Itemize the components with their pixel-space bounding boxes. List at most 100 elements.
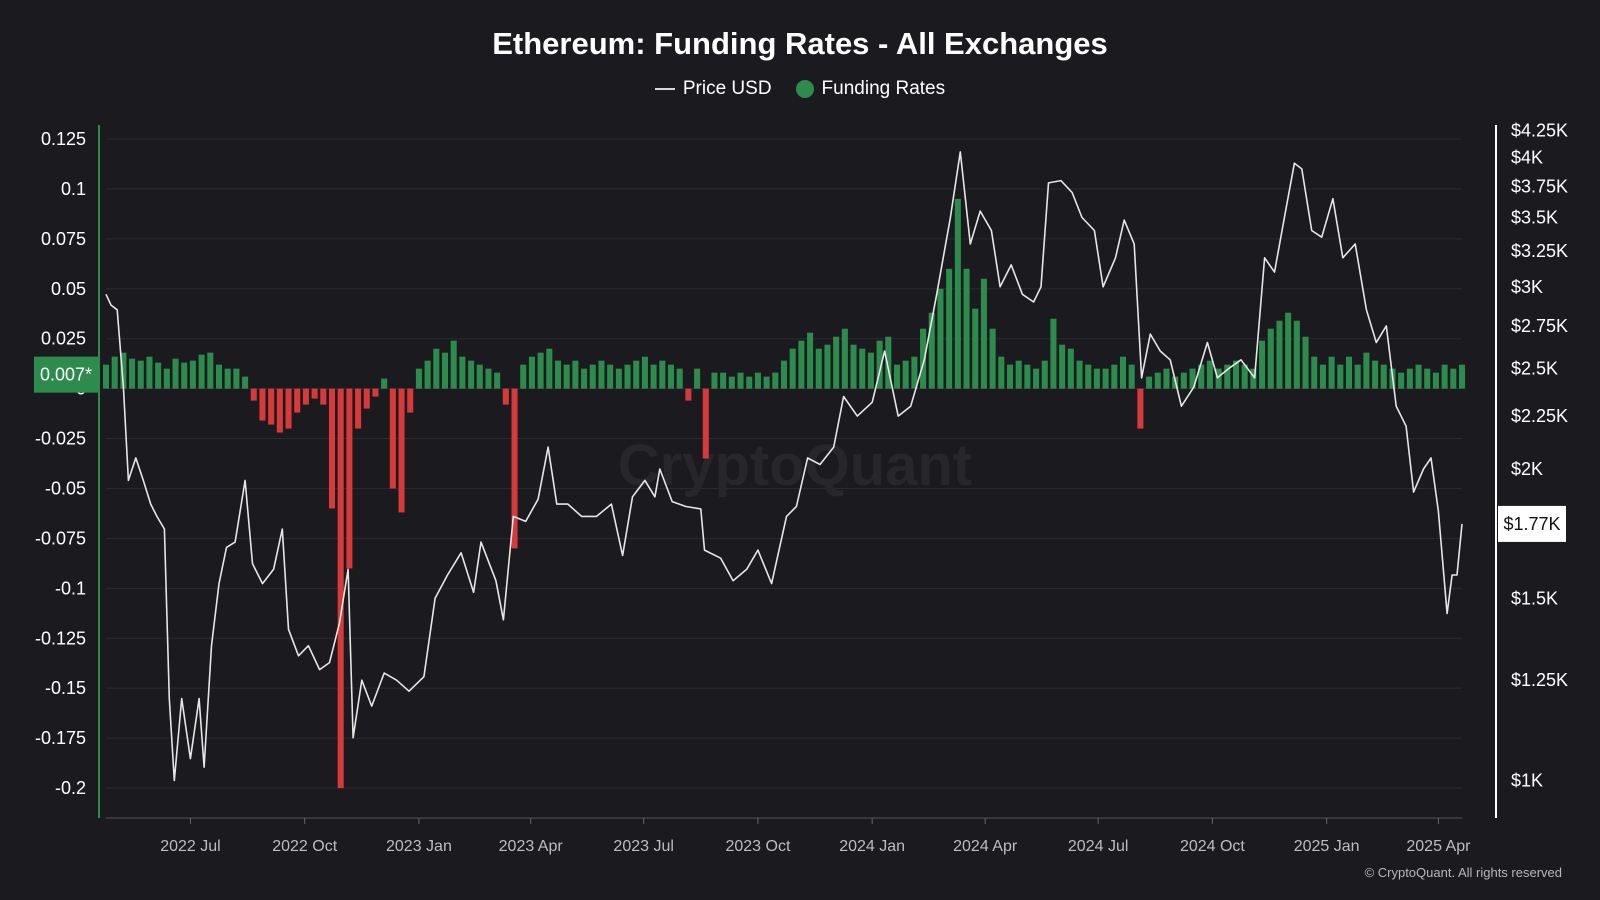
x-tick-label: 2023 Oct: [725, 838, 790, 855]
funding-bar: [641, 356, 648, 389]
funding-bar: [546, 348, 553, 389]
funding-bar: [1250, 368, 1257, 389]
right-tick-label: $3K: [1511, 277, 1543, 297]
funding-bar: [363, 388, 370, 409]
right-tick-label: $2.75K: [1511, 316, 1568, 336]
funding-bar: [807, 332, 814, 389]
funding-bar: [337, 388, 344, 789]
funding-bar: [207, 352, 214, 389]
funding-bar: [302, 388, 309, 405]
left-tick-label: -0.05: [45, 478, 86, 498]
left-tick-label: 0.1: [61, 179, 86, 199]
funding-bar: [746, 376, 753, 389]
funding-bar: [1276, 320, 1283, 389]
funding-bar: [1119, 356, 1127, 389]
axes: [98, 125, 1497, 819]
funding-bar: [624, 364, 631, 389]
funding-bar: [876, 340, 883, 389]
funding-bar: [1137, 388, 1144, 429]
right-tick-label: $1.5K: [1511, 588, 1558, 608]
copyright-notice: © CryptoQuant. All rights reserved: [1364, 865, 1562, 880]
funding-bar: [702, 388, 709, 459]
funding-bar: [181, 362, 188, 389]
funding-bar: [528, 356, 535, 389]
funding-bar: [928, 312, 935, 389]
right-tick-label: $2K: [1511, 459, 1543, 479]
funding-bar: [1111, 364, 1118, 389]
funding-bar: [1328, 356, 1335, 389]
x-tick-label: 2024 Jan: [839, 838, 905, 855]
legend-item-funding[interactable]: Funding Rates: [795, 78, 946, 100]
funding-bar: [215, 364, 223, 389]
funding-bar: [372, 388, 379, 397]
funding-bar: [1354, 364, 1361, 389]
funding-bar: [824, 344, 831, 389]
funding-bar: [537, 352, 544, 389]
funding-bar: [589, 364, 596, 389]
funding-bar: [1189, 368, 1196, 389]
funding-bar: [502, 388, 509, 405]
funding-bar: [650, 364, 657, 389]
funding-bar: [259, 388, 266, 421]
funding-bar: [554, 360, 562, 389]
funding-bar: [1363, 352, 1370, 389]
funding-bar: [1041, 360, 1048, 389]
funding-bar: [1406, 368, 1413, 389]
funding-bar: [954, 198, 961, 389]
funding-dot-swatch: [795, 80, 814, 98]
right-tick-label: $2.25K: [1511, 406, 1568, 426]
funding-bar: [754, 372, 761, 389]
funding-bar: [1380, 364, 1387, 389]
funding-bar: [285, 388, 292, 429]
left-tick-label: -0.025: [35, 429, 86, 449]
funding-bar: [980, 278, 987, 389]
funding-bar: [1267, 328, 1274, 389]
funding-bar: [1102, 368, 1109, 389]
funding-bar: [867, 352, 874, 389]
funding-bar: [120, 352, 127, 389]
funding-bar: [1154, 372, 1161, 389]
right-tick-label: $1K: [1511, 771, 1543, 791]
left-tick-label: -0.075: [35, 528, 86, 548]
legend-item-price[interactable]: Price USD: [654, 78, 772, 100]
funding-bar: [581, 368, 588, 389]
funding-bar: [276, 388, 283, 433]
funding-bar: [294, 388, 301, 413]
funding-bar: [250, 388, 257, 401]
x-tick-label: 2022 Jul: [160, 838, 221, 855]
x-tick-label: 2024 Oct: [1180, 838, 1245, 855]
right-tick-label: $3.25K: [1511, 241, 1568, 261]
funding-bar: [598, 360, 605, 389]
funding-bar: [1458, 364, 1466, 389]
legend-label-funding: Funding Rates: [821, 78, 946, 99]
left-tick-label: -0.125: [35, 628, 86, 648]
funding-bar: [163, 368, 170, 389]
funding-bar: [224, 368, 231, 389]
funding-bar: [494, 372, 501, 389]
price-line: [105, 151, 1463, 782]
funding-bar: [1259, 340, 1266, 389]
funding-bar: [1232, 360, 1240, 389]
legend-label-price: Price USD: [682, 78, 772, 99]
funding-bar: [450, 340, 457, 389]
legend: Price USD Funding Rates: [0, 78, 1600, 100]
funding-bar: [789, 348, 796, 389]
funding-bar: [607, 364, 614, 389]
funding-bar: [137, 360, 144, 389]
funding-bar: [485, 368, 492, 389]
funding-bar: [1033, 368, 1040, 389]
x-tick-label: 2025 Jan: [1294, 838, 1360, 855]
x-tick-label: 2022 Oct: [272, 838, 337, 855]
funding-bar: [798, 340, 805, 389]
funding-bar: [1050, 318, 1057, 389]
funding-bar: [989, 328, 996, 389]
funding-bar: [633, 360, 640, 389]
funding-bar: [615, 368, 622, 389]
right-tick-label: $1.25K: [1511, 670, 1568, 690]
funding-bar: [815, 348, 822, 389]
funding-bar: [720, 372, 727, 389]
funding-bar: [885, 336, 892, 389]
left-tick-label: 0.05: [51, 279, 86, 299]
funding-bar: [441, 352, 449, 389]
